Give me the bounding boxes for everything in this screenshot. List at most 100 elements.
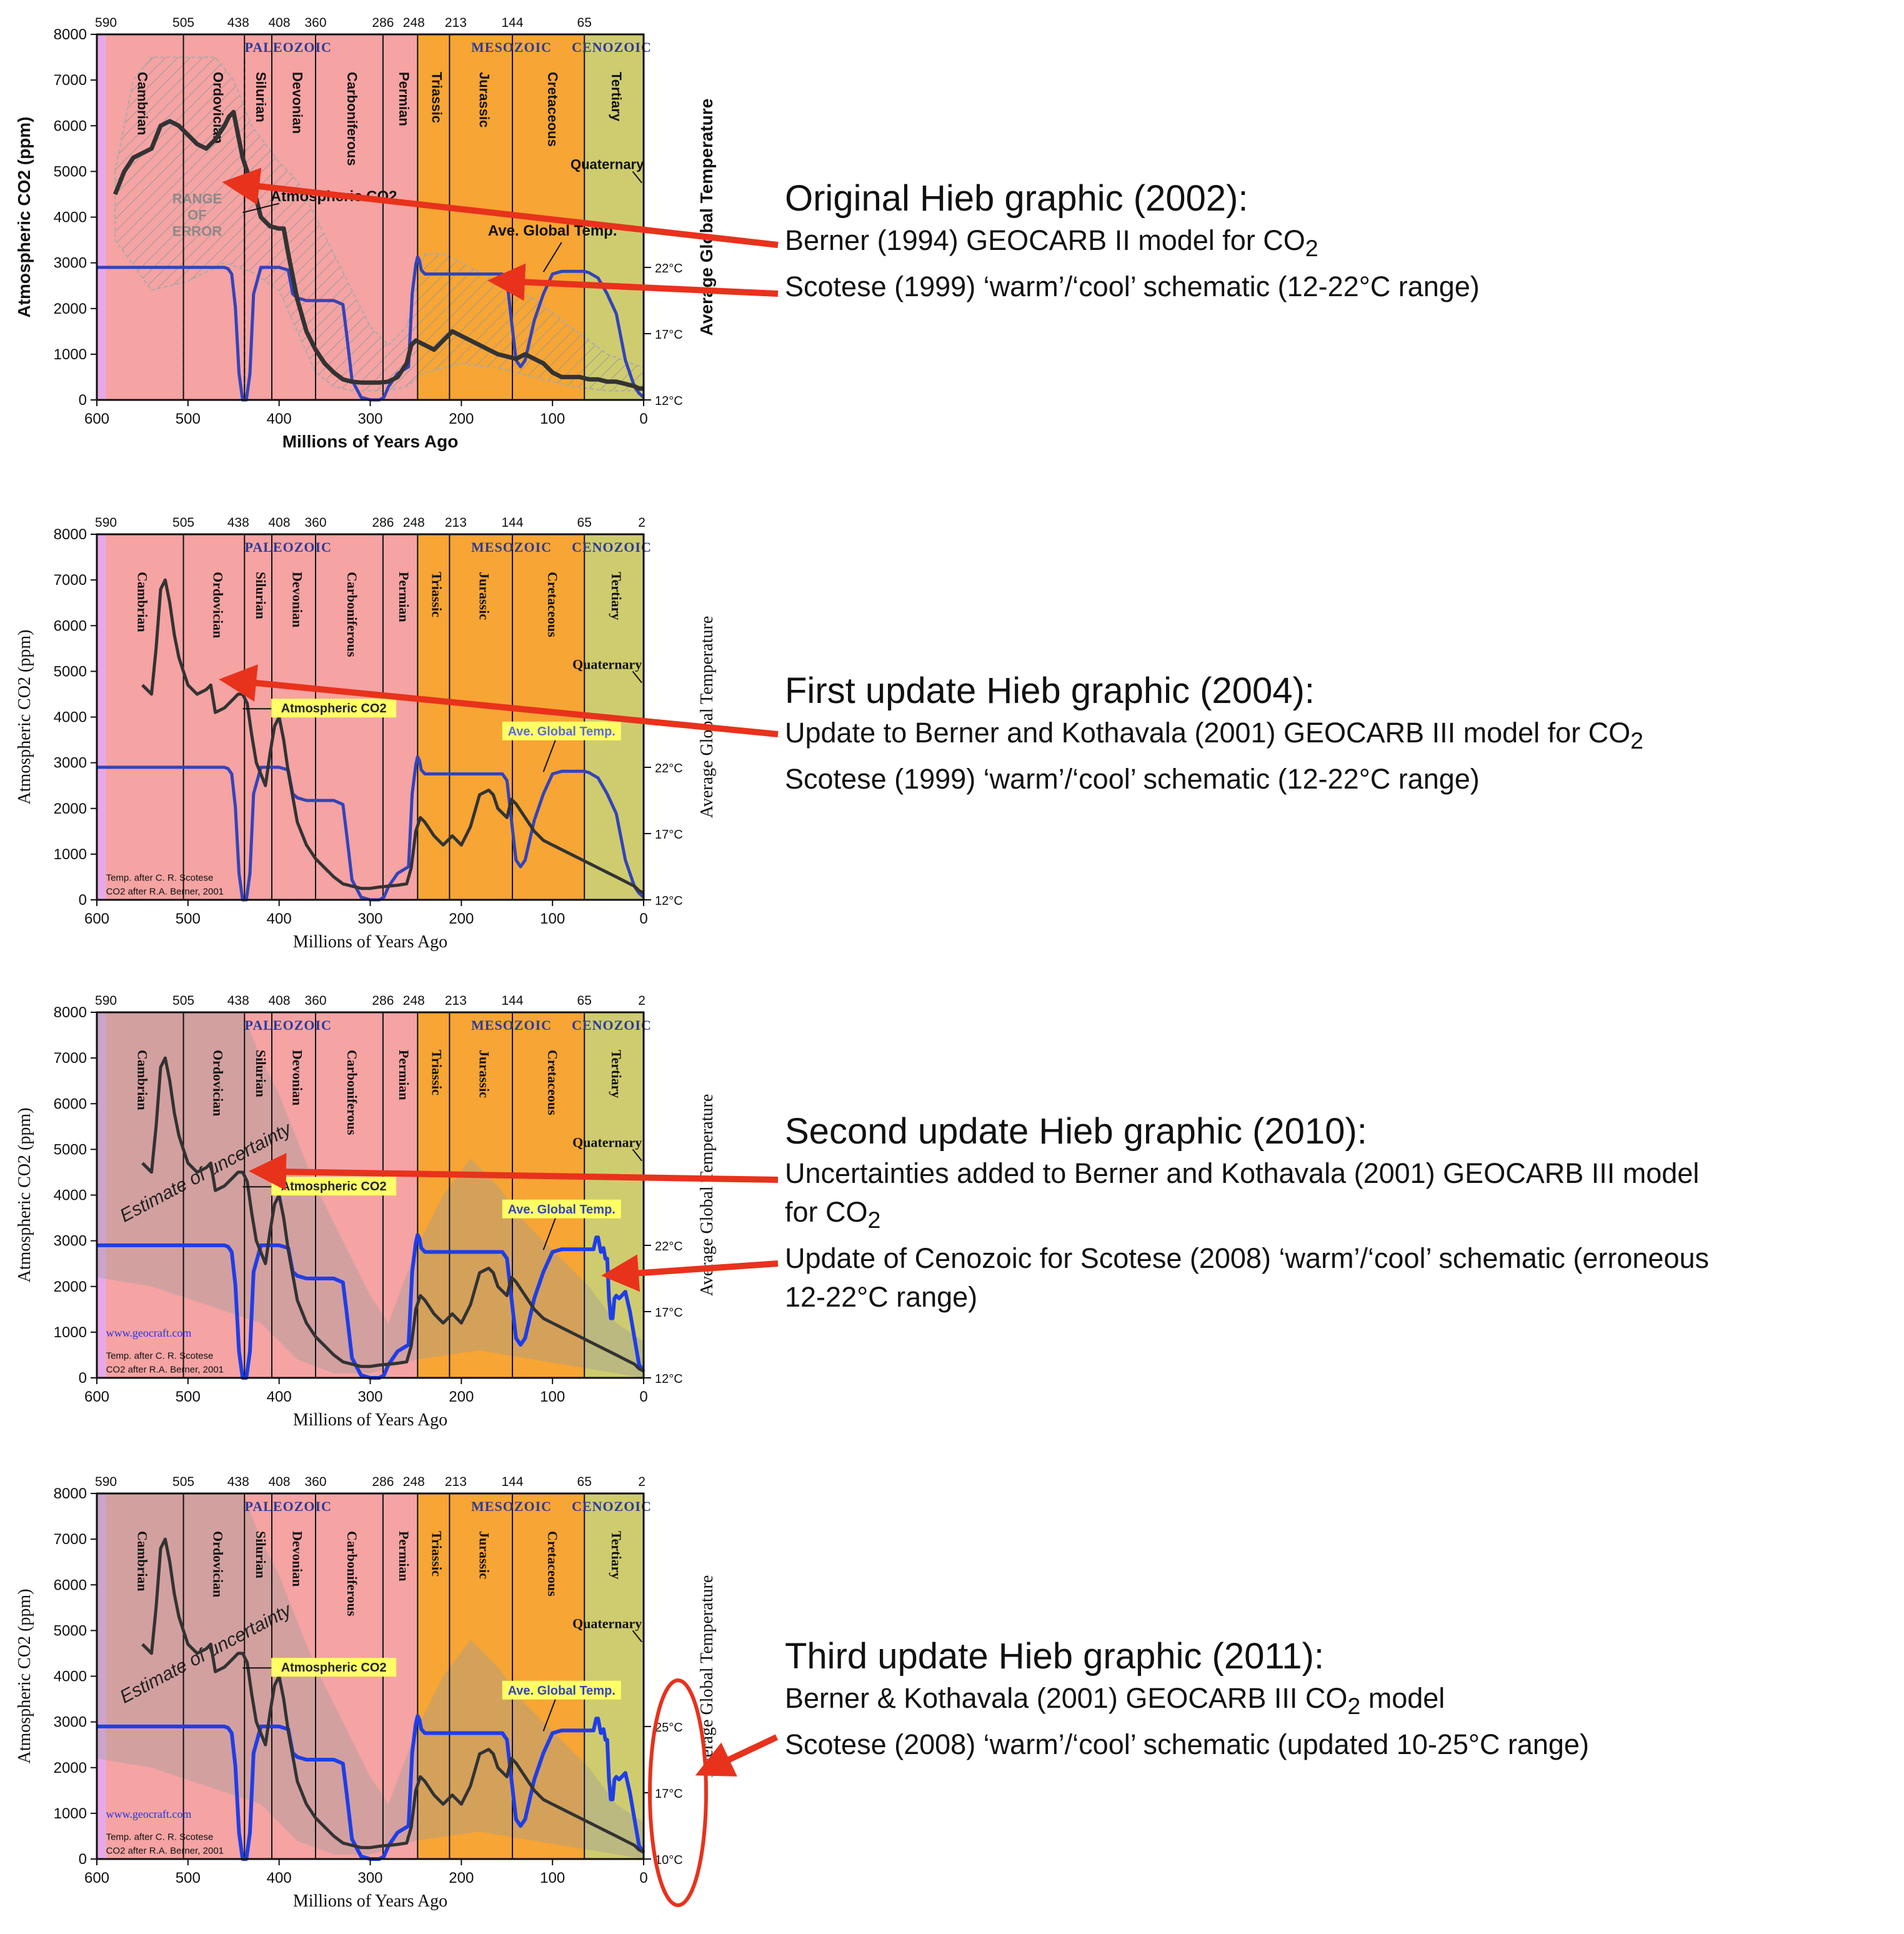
boundary-tick-label: 438 [227, 516, 249, 530]
x-tick-label: 400 [267, 411, 292, 427]
temp-pointer [542, 1218, 556, 1250]
period-label: Jurassic [477, 1050, 492, 1098]
y-tick-label: 6000 [54, 117, 87, 134]
boundary-tick-label: 2 [638, 516, 645, 530]
y-tick-label: 7000 [54, 1050, 87, 1067]
x-tick-label: 0 [639, 411, 647, 427]
period-label: Silurian [253, 1050, 269, 1097]
temp-pointer [542, 1699, 556, 1732]
period-label: Devonian [290, 72, 306, 134]
x-tick-label: 200 [449, 1388, 474, 1405]
x-tick-label: 300 [357, 1870, 382, 1887]
period-label: Permian [396, 72, 412, 126]
period-label: Tertiary [609, 1531, 624, 1579]
credit-label: CO2 after R.A. Berner, 2001 [106, 1845, 224, 1856]
boundary-tick-label: 590 [95, 994, 117, 1008]
period-label: Carboniferous [344, 1531, 360, 1617]
y-tick-label: 3000 [54, 1714, 87, 1731]
era-label: MESOZOIC [471, 539, 552, 555]
y-tick-label: 2000 [54, 301, 87, 317]
boundary-tick-label: 248 [403, 516, 425, 530]
y-tick-label: 4000 [54, 709, 87, 726]
precambrian-band [97, 534, 106, 900]
temp-tick-label: 25°C [655, 1721, 683, 1735]
y-axis-title: Atmospheric CO2 (ppm) [14, 116, 34, 317]
boundary-tick-label: 213 [445, 1475, 467, 1489]
y-tick-label: 5000 [54, 163, 87, 180]
period-label: Triassic [429, 1531, 445, 1577]
boundary-tick-label: 248 [403, 1475, 425, 1489]
boundary-tick-label: 438 [227, 994, 249, 1008]
precambrian-band [97, 1012, 106, 1378]
y-tick-label: 7000 [54, 72, 87, 89]
period-label: Cambrian [135, 1050, 151, 1110]
y-tick-label: 3000 [54, 755, 87, 772]
range-of-error-label: ERROR [172, 224, 222, 239]
annotation-line: Update of Cenozoic for Scotese (2008) ‘w… [785, 1242, 1710, 1274]
annotation-line: Uncertainties added to Berner and Kothav… [785, 1157, 1700, 1189]
annotation-line: Scotese (1999) ‘warm’/‘cool’ schematic (… [785, 763, 1480, 795]
x-tick-label: 200 [449, 910, 474, 927]
boundary-tick-label: 505 [172, 1475, 194, 1489]
boundary-tick-label: 360 [304, 994, 326, 1008]
y-tick-label: 2000 [54, 800, 87, 817]
boundary-tick-label: 590 [95, 516, 117, 530]
co2-series-label: Atmospheric CO2 [281, 1661, 387, 1675]
quaternary-label: Quaternary [571, 157, 644, 172]
x-tick-label: 500 [176, 910, 201, 927]
website-label: www.geocraft.com [106, 1808, 192, 1820]
boundary-tick-label: 213 [445, 994, 467, 1008]
quaternary-label: Quaternary [572, 1135, 642, 1150]
y-tick-label: 8000 [54, 1485, 87, 1502]
x-tick-label: 300 [357, 1388, 382, 1405]
boundary-tick-label: 438 [227, 1475, 249, 1489]
boundary-tick-label: 248 [403, 16, 425, 30]
credit-label: Temp. after C. R. Scotese [106, 872, 214, 883]
quaternary-pointer [632, 1149, 642, 1162]
y-axis-title: Atmospheric CO2 (ppm) [15, 1108, 34, 1283]
boundary-tick-label: 144 [501, 516, 523, 530]
period-label: Devonian [290, 572, 306, 627]
annotation-title: Original Hieb graphic (2002): [785, 178, 1249, 219]
co2-series-line [141, 1537, 645, 1854]
period-label: Carboniferous [344, 1050, 360, 1135]
boundary-tick-label: 360 [304, 516, 326, 530]
temp-tick-label: 12°C [655, 394, 683, 408]
y-tick-label: 3000 [54, 255, 87, 272]
period-label: Cretaceous [545, 72, 561, 147]
y-tick-label: 0 [79, 1851, 87, 1868]
period-label: Triassic [429, 72, 445, 123]
period-label: Triassic [429, 1050, 445, 1095]
period-label: Cambrian [135, 572, 151, 632]
co2-series-line [141, 578, 645, 895]
temp-series-label: Ave. Global Temp. [488, 222, 617, 239]
y-tick-label: 1000 [54, 846, 87, 863]
period-label: Silurian [253, 72, 269, 122]
period-label: Tertiary [609, 572, 624, 620]
co2-label-box [271, 1658, 397, 1677]
era-label: PALEOZOIC [245, 1017, 332, 1033]
x-tick-label: 400 [267, 1388, 292, 1405]
period-label: Permian [396, 1531, 412, 1582]
co2-series-label: Atmospheric CO2 [281, 702, 387, 715]
y-tick-label: 1000 [54, 1324, 87, 1341]
period-label: Permian [396, 1050, 412, 1100]
temperature-series-line [97, 255, 645, 402]
annotation-line: Berner & Kothavala (2001) GEOCARB III CO… [785, 1682, 1445, 1719]
co2-series-line [112, 109, 644, 391]
period-label: Triassic [429, 572, 445, 617]
x-tick-label: 100 [540, 910, 565, 927]
boundary-tick-label: 213 [445, 16, 467, 30]
boundary-tick-label: 360 [304, 1475, 326, 1489]
period-label: Ordovician [211, 1050, 226, 1116]
boundary-tick-label: 65 [577, 1475, 592, 1489]
y-tick-label: 2000 [54, 1279, 87, 1295]
y-tick-label: 0 [79, 392, 87, 409]
boundary-tick-label: 144 [501, 994, 523, 1008]
y-tick-label: 8000 [54, 526, 87, 543]
y-tick-label: 4000 [54, 209, 87, 226]
boundary-tick-label: 590 [95, 16, 117, 30]
boundary-tick-label: 144 [501, 16, 523, 30]
uncertainty-region [97, 1493, 644, 1859]
era-label: PALEOZOIC [245, 539, 332, 555]
